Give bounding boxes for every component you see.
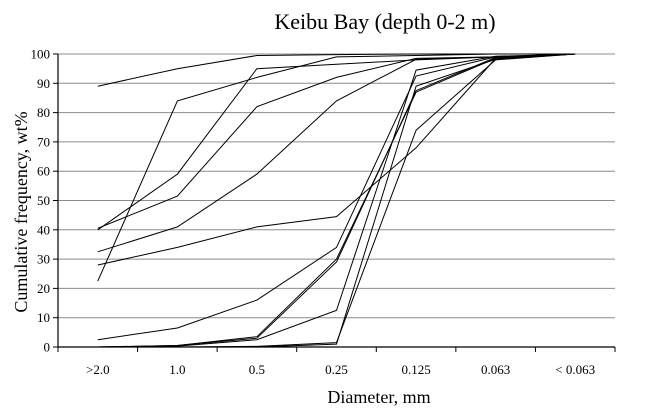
y-axis-label: Cumulative frequency, wt% <box>11 111 31 312</box>
series-line-3 <box>97 53 576 282</box>
series-line-6 <box>97 53 576 266</box>
y-tick-label: 40 <box>37 222 50 237</box>
y-tick-label: 100 <box>31 47 51 62</box>
series-lines <box>97 53 576 348</box>
x-tick-label: 0.25 <box>325 362 348 377</box>
x-tick-label: 1.0 <box>169 362 185 377</box>
y-tick-label: 50 <box>37 193 50 208</box>
series-line-7 <box>97 53 576 341</box>
x-tick-label: < 0.063 <box>555 362 595 377</box>
x-axis-label: Diameter, mm <box>327 387 430 407</box>
y-tick-label: 0 <box>44 340 51 355</box>
y-tick-label: 60 <box>37 164 50 179</box>
x-tick-label: >2.0 <box>86 362 110 377</box>
y-tick-label: 20 <box>37 281 50 296</box>
series-line-4 <box>97 53 576 229</box>
y-tick-label: 90 <box>37 76 50 91</box>
y-tick-label: 70 <box>37 134 50 149</box>
y-tick-label: 80 <box>37 105 50 120</box>
series-line-9 <box>97 53 576 348</box>
axes <box>53 53 616 352</box>
tick-labels: 0 10 20 30 40 50 60 70 80 90 100 >2.0 1.0 0.5 0.25 0.12… <box>31 47 596 378</box>
series-line-10 <box>97 53 576 348</box>
chart-title: Keibu Bay (depth 0-2 m) <box>274 9 495 34</box>
gridlines <box>58 53 615 319</box>
y-tick-label: 30 <box>37 252 50 267</box>
x-tick-label: 0.5 <box>249 362 265 377</box>
x-tick-label: 0.063 <box>481 362 510 377</box>
y-tick-label: 10 <box>37 310 50 325</box>
series-line-12 <box>97 53 576 348</box>
x-tick-label: 0.125 <box>401 362 430 377</box>
